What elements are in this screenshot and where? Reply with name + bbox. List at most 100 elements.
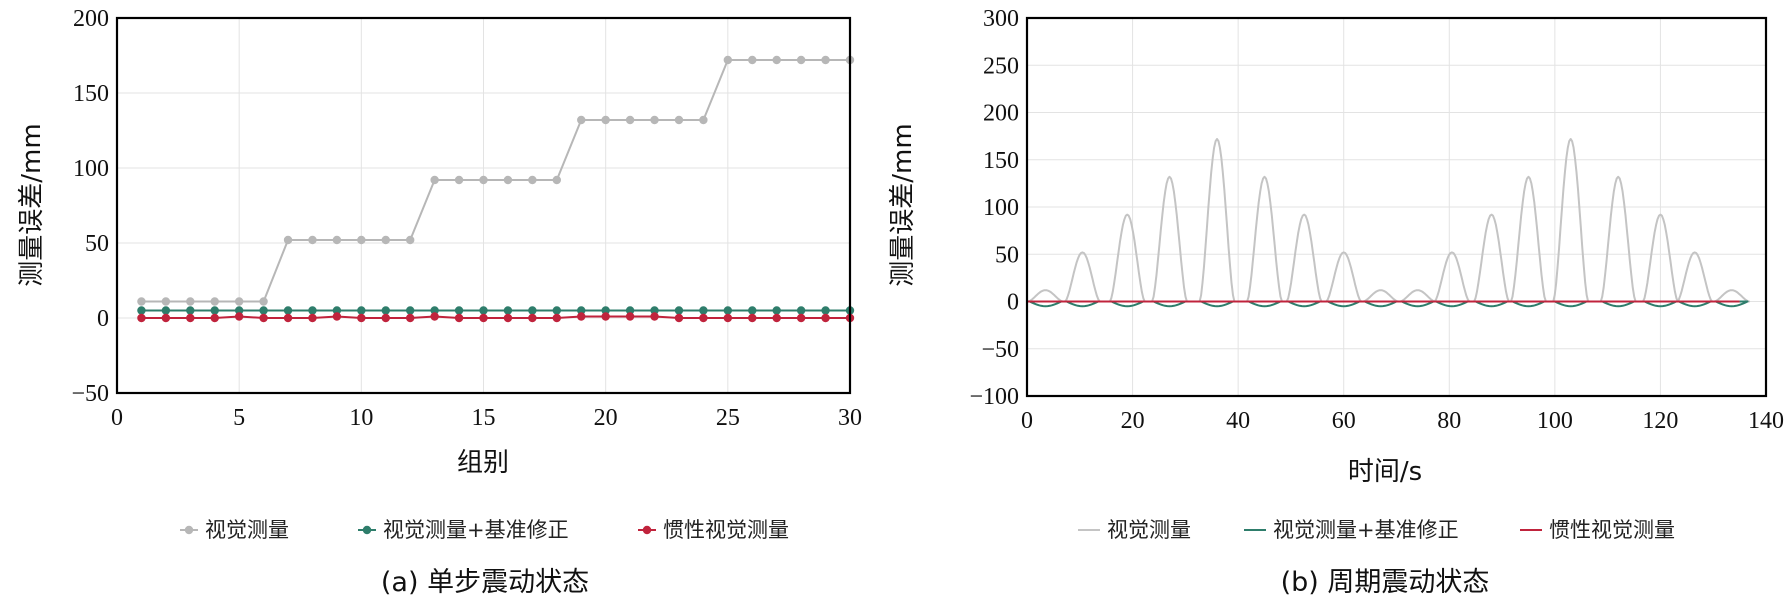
panel-b-series [1027, 138, 1751, 308]
legend-label: 视觉测量 [205, 518, 289, 542]
data-point [552, 313, 561, 323]
axis-1-x-tick-label: 60 [1332, 408, 1356, 434]
axis-0-y-tick-label: 50 [85, 231, 109, 257]
data-point [601, 306, 610, 315]
data-point [454, 175, 464, 185]
panel-a-series [137, 55, 855, 323]
data-point [723, 313, 733, 323]
data-point [650, 306, 659, 315]
data-point [503, 175, 513, 185]
legend-item-3: 惯性视觉测量 [1520, 518, 1675, 542]
data-point [210, 313, 219, 323]
axis-0-x-tick-label: 15 [472, 405, 496, 431]
panel-b-x-ticks: 0 20 40 60 80 100 120 140 [1021, 408, 1784, 434]
axis-1-y-tick-label: 50 [995, 242, 1019, 268]
axis-1-y-tick-label: 0 [1007, 290, 1019, 316]
data-point [552, 175, 561, 185]
data-point [308, 313, 317, 323]
axis-1-y-tick-label: 250 [983, 53, 1019, 79]
panel-b-plot-frame [1025, 16, 1768, 398]
axis-0-y-tick-label: 200 [73, 6, 109, 32]
data-point [406, 313, 415, 323]
axis-0-y-tick-label: 100 [73, 156, 109, 182]
data-point [479, 306, 488, 315]
axis-0-x-tick-label: 20 [594, 405, 618, 431]
data-point [503, 313, 513, 323]
axis-1-x-tick-label: 120 [1642, 408, 1678, 434]
data-point [723, 306, 733, 315]
legend-item-2: 视觉测量+基准修正 [358, 518, 569, 542]
axis-1-y-tick-label: 300 [983, 6, 1019, 32]
axis-0-x-tick-label: 10 [349, 405, 373, 431]
panel-a-plot-frame [115, 16, 852, 395]
data-point [650, 115, 659, 125]
legend-label: 惯性视觉测量 [1549, 518, 1675, 542]
series-line-1 [1027, 138, 1751, 303]
panel-a-grid [116, 17, 851, 394]
axis-1-y-tick-label: 200 [983, 101, 1019, 127]
axis-0-y-tick-label: 150 [73, 81, 109, 107]
data-point [552, 306, 561, 315]
data-point [796, 313, 806, 323]
data-point [625, 306, 635, 315]
data-point [357, 313, 366, 323]
data-point [381, 313, 390, 323]
axis-0-x-tick-label: 25 [716, 405, 740, 431]
axis-1-y-tick-label: 100 [983, 195, 1019, 221]
axis-1-x-tick-label: 40 [1226, 408, 1250, 434]
data-point [796, 306, 806, 315]
data-point [357, 306, 366, 315]
panel-a-caption: (a) 单步震动状态 [381, 567, 589, 598]
panel-b: 0 20 40 60 80 100 120 140 −100 −50 0 50 100 150 200 25… [888, 6, 1784, 598]
data-point [454, 313, 464, 323]
data-point [137, 306, 146, 315]
data-point [283, 313, 293, 323]
data-point [796, 55, 806, 65]
data-point [650, 312, 659, 321]
data-point [821, 306, 830, 315]
data-point [332, 312, 342, 321]
data-point [259, 306, 268, 315]
axis-1-x-tick-label: 140 [1748, 408, 1784, 434]
data-point [234, 297, 244, 306]
legend-marker [642, 525, 652, 535]
data-point [748, 55, 757, 65]
data-point [308, 235, 317, 245]
data-point [137, 313, 146, 323]
data-point [772, 313, 781, 323]
data-point [161, 297, 171, 306]
data-point [528, 306, 537, 315]
data-point [601, 115, 610, 125]
panel-b-legend: 视觉测量 视觉测量+基准修正 惯性视觉测量 [1078, 518, 1675, 542]
data-point [748, 306, 757, 315]
data-point [821, 313, 830, 323]
panel-b-y-ticks: −100 −50 0 50 100 150 200 250 300 [969, 6, 1019, 410]
data-point [625, 115, 635, 125]
data-point [699, 306, 708, 315]
data-point [259, 313, 268, 323]
panel-a-y-axis-title: 测量误差/mm [17, 123, 47, 286]
data-point [601, 312, 610, 321]
data-point [381, 306, 390, 315]
axis-1-x-tick-label: 0 [1021, 408, 1033, 434]
axis-1-x-tick-label: 20 [1121, 408, 1145, 434]
panel-a-legend: 视觉测量 视觉测量+基准修正 惯性视觉测量 [180, 518, 789, 542]
data-point [234, 306, 244, 315]
axis-1-y-tick-label: −100 [969, 384, 1019, 410]
data-point [674, 306, 684, 315]
data-point [454, 306, 464, 315]
panel-b-y-axis-title: 测量误差/mm [888, 123, 918, 286]
data-point [210, 297, 219, 306]
legend-label: 视觉测量+基准修正 [383, 518, 569, 542]
panel-b-grid [1026, 17, 1767, 397]
data-point [699, 313, 708, 323]
data-point [161, 313, 171, 323]
data-point [479, 313, 488, 323]
axis-0-x-tick-label: 0 [111, 405, 123, 431]
data-point [430, 312, 439, 321]
data-point [625, 312, 635, 321]
data-point [577, 306, 586, 315]
data-point [186, 297, 195, 306]
data-point [479, 175, 488, 185]
legend-item-1: 视觉测量 [180, 518, 289, 542]
